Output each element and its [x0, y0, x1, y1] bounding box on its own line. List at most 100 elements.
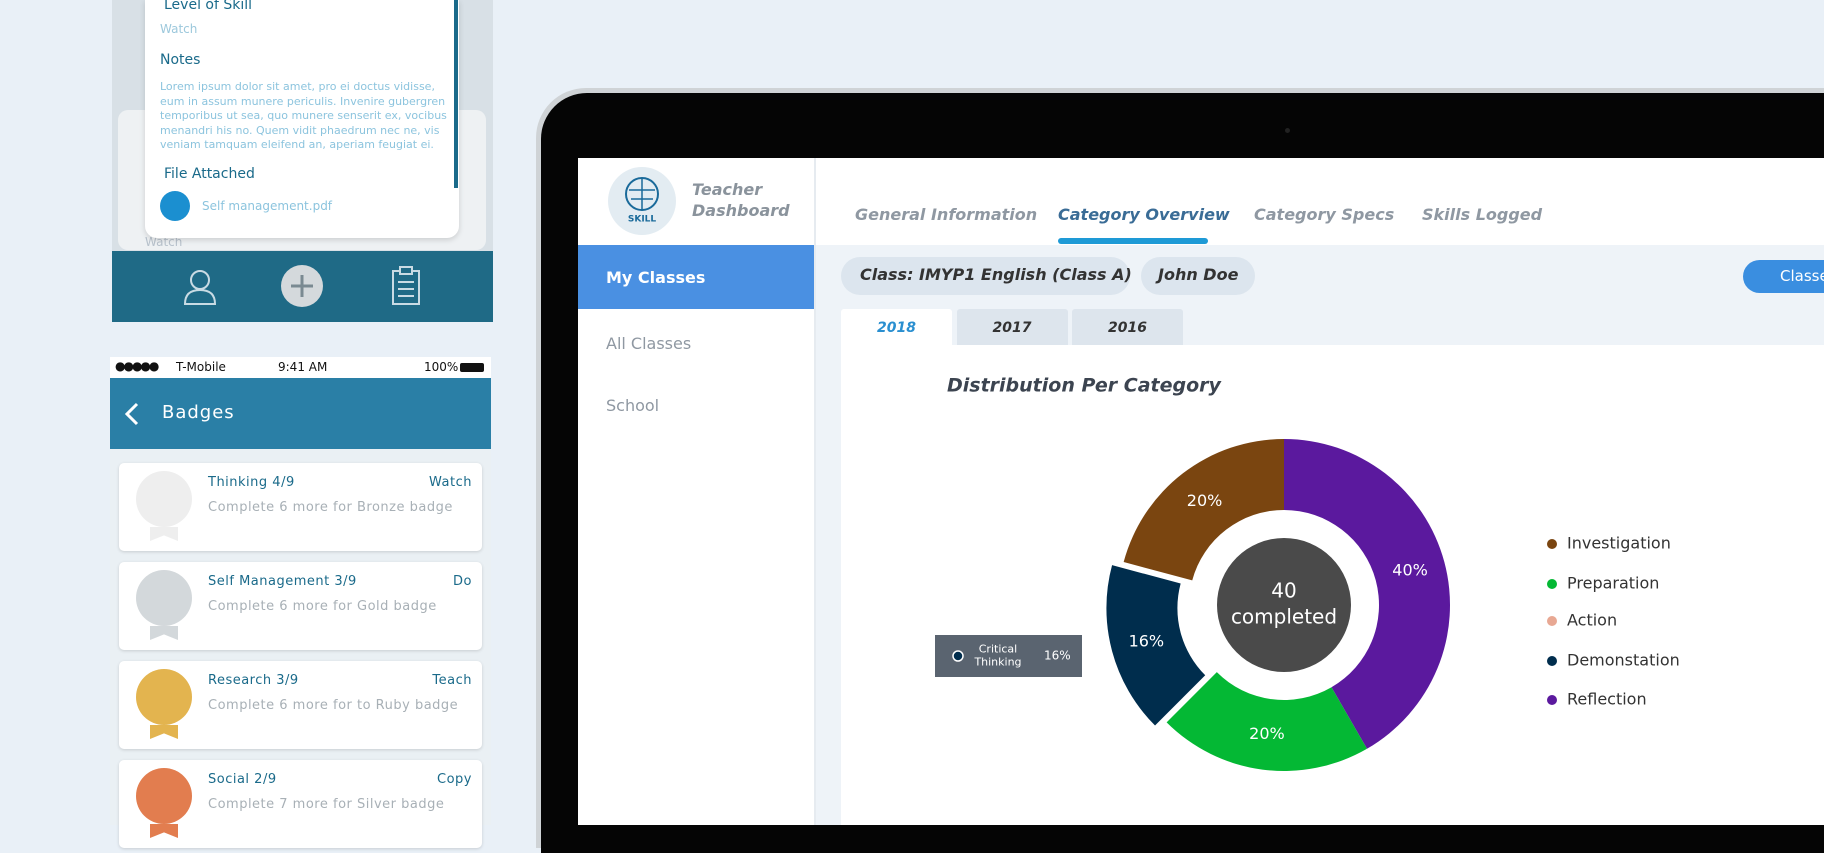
tab-underline [1058, 238, 1208, 244]
year-label: 2018 [877, 320, 916, 336]
file-label: File Attached [164, 166, 255, 182]
badge-subtitle: Complete 6 more for Gold badge [208, 599, 437, 614]
legend-label: Preparation [1567, 574, 1659, 593]
phone-badges: ●●●●● T-Mobile 9:41 AM 100% Badges Think… [110, 357, 491, 848]
battery-icon [460, 363, 484, 372]
notes-line: eum in assum munere periculis. Invenire … [160, 94, 446, 108]
classes-button[interactable] [1743, 260, 1824, 293]
badge-card[interactable]: Research 3/9 Teach Complete 6 more for to … [119, 661, 482, 749]
segment-label: 20% [1187, 491, 1223, 510]
nav-item[interactable]: School [606, 396, 660, 415]
status-bar: ●●●●● T-Mobile 9:41 AM 100% [110, 357, 491, 378]
sidebar: SKILL Teacher Dashboard My Classes All Cl… [578, 158, 816, 825]
badge-card[interactable]: Social 2/9 Copy Complete 7 more for Silver… [119, 760, 482, 848]
legend-label: Demonstation [1567, 651, 1680, 670]
badge-title: Research 3/9 [208, 673, 299, 688]
donut-chart: Distribution Per Category 40% 20% 16% 20% 40… [935, 375, 1680, 771]
skill-label: Level of Skill [164, 0, 253, 13]
badge-icon [136, 570, 192, 626]
signal: ●●●●● [115, 359, 159, 373]
badge-card[interactable]: Self Management 3/9 Do Complete 6 more for… [119, 562, 482, 650]
clipboard-icon [392, 266, 420, 305]
nav-active[interactable] [578, 245, 814, 309]
tab[interactable]: Category Specs [1254, 205, 1395, 224]
legend-swatch [1547, 579, 1557, 589]
detail-card: Level of Skill Watch Notes Lorem ipsum d… [145, 0, 459, 238]
tab-bar [112, 251, 493, 322]
badge-action[interactable]: Copy [437, 772, 472, 787]
legend-swatch [1547, 616, 1557, 626]
legend-label: Reflection [1567, 690, 1647, 709]
segment-label: 20% [1249, 724, 1285, 743]
add-button[interactable] [280, 264, 324, 308]
tooltip-dot [952, 650, 964, 662]
chart-title: Distribution Per Category [947, 375, 1223, 397]
student-pill-text: John Doe [1158, 265, 1239, 284]
donut-center [1217, 538, 1351, 672]
legend-swatch [1547, 539, 1557, 549]
camera [1285, 128, 1290, 133]
notes-line: Lorem ipsum dolor sit amet, pro ei doctu… [160, 80, 435, 93]
badge-title: Self Management 3/9 [208, 574, 357, 589]
file-icon [160, 191, 190, 221]
badge-action[interactable]: Do [453, 574, 472, 589]
year-tab[interactable]: 2018 [841, 309, 952, 349]
tooltip-value: 16% [1044, 649, 1071, 663]
badge-subtitle: Complete 7 more for Silver badge [208, 797, 445, 812]
badge-action[interactable]: Teach [432, 673, 472, 688]
logo: SKILL [608, 167, 676, 235]
donut-segment [1123, 439, 1284, 581]
year-label: 2017 [992, 320, 1032, 336]
badge-ribbon [150, 824, 178, 838]
legend-label: Action [1567, 611, 1617, 630]
donut-segment [1284, 439, 1450, 749]
notes-label: Notes [160, 52, 201, 68]
badge-action[interactable]: Watch [429, 475, 472, 490]
tooltip-label: Critical Thinking [973, 643, 1021, 669]
page: Watch Level of Skill Watch Notes Lorem i… [110, 0, 1824, 853]
nav-item[interactable]: All Classes [606, 334, 692, 353]
profile-icon [183, 270, 217, 305]
badge-subtitle: Complete 6 more for to Ruby badge [208, 698, 459, 713]
badge-title: Social 2/9 [208, 772, 277, 787]
class-pill[interactable] [841, 257, 1130, 295]
year-tab[interactable]: 2017 [956, 309, 1068, 349]
badge-ribbon [150, 725, 178, 739]
notes-text: Lorem ipsum dolor sit amet, pro ei doctu… [160, 80, 447, 153]
donut-segment [1166, 672, 1367, 771]
notes-line: temporibus ut sea, quo munere senserit e… [160, 109, 447, 122]
battery: 100% [424, 360, 459, 374]
badge-subtitle: Complete 6 more for Bronze badge [208, 500, 453, 515]
tab[interactable]: General Information [855, 205, 1038, 224]
file-name: Self management.pdf [202, 199, 333, 213]
time: 9:41 AM [278, 360, 328, 374]
screen: SKILL Teacher Dashboard My Classes All Cl… [578, 158, 1824, 825]
legend-swatch [1547, 656, 1557, 666]
tab[interactable]: Category Overview [1058, 205, 1230, 224]
badge-ribbon [150, 527, 178, 541]
behind-label: Watch [145, 235, 183, 249]
badge-card[interactable]: Thinking 4/9 Watch Complete 6 more for Bro… [119, 463, 482, 551]
back-icon[interactable] [124, 402, 140, 426]
donut-segment [1106, 565, 1206, 726]
class-pill-text: Class: IMYP1 English (Class A) [860, 265, 1132, 284]
classes-button-text: Classes [1780, 267, 1824, 285]
year-label: 2016 [1108, 320, 1147, 336]
badge-icon [136, 768, 192, 824]
segment-label: 16% [1129, 631, 1165, 650]
center-value: 40 [1271, 579, 1296, 603]
nav-item[interactable]: My Classes [606, 268, 706, 287]
notes-line: menandri his no. Quem vidit phaedrum nec… [160, 123, 440, 137]
tab[interactable]: Skills Logged [1422, 205, 1543, 224]
legend-swatch [1547, 695, 1557, 705]
year-tab[interactable]: 2016 [1072, 309, 1183, 349]
notes-line: veniam tamquam eleifend an, aperiam feug… [160, 138, 434, 151]
skill-value: Watch [160, 22, 198, 36]
badge-icon [136, 471, 192, 527]
legend-label: Investigation [1567, 534, 1671, 553]
logo-line2: Dashboard [692, 201, 790, 220]
student-pill[interactable] [1141, 257, 1255, 295]
center-label: completed [1231, 605, 1337, 629]
logo-mark: SKILL [628, 215, 657, 225]
badge-icon [136, 669, 192, 725]
